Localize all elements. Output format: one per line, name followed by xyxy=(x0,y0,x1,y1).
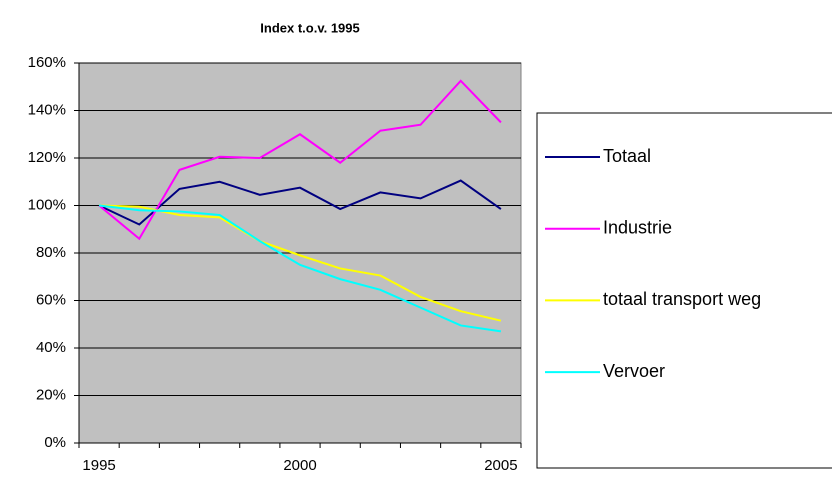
y-tick-label: 140% xyxy=(28,101,66,118)
y-tick-label: 80% xyxy=(36,244,66,261)
y-tick-label: 0% xyxy=(44,434,66,451)
series-line xyxy=(98,204,502,333)
series-line xyxy=(99,204,502,322)
x-tick-label: 2000 xyxy=(283,457,316,474)
legend-label: totaal transport weg xyxy=(603,289,761,309)
legend-label: Vervoer xyxy=(603,361,665,381)
x-tick-label: 1995 xyxy=(82,457,115,474)
chart-title: Index t.o.v. 1995 xyxy=(260,20,359,35)
legend-box xyxy=(536,112,832,469)
series-line xyxy=(98,179,502,226)
y-tick-label: 100% xyxy=(28,196,66,213)
y-tick-label: 60% xyxy=(36,291,66,308)
legend-label: Industrie xyxy=(603,217,672,237)
x-tick-label: 2005 xyxy=(484,457,517,474)
y-tick-label: 20% xyxy=(36,386,66,403)
legend-label: Totaal xyxy=(603,146,651,166)
y-tick-label: 160% xyxy=(28,54,66,71)
y-tick-label: 40% xyxy=(36,339,66,356)
series-line xyxy=(98,79,502,241)
y-tick-label: 120% xyxy=(28,149,66,166)
